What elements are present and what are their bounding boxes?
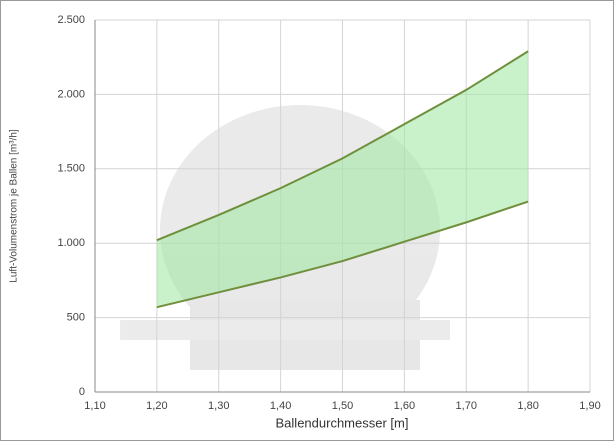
- x-tick-label: 1,40: [270, 400, 291, 412]
- y-axis-label: Luft-Volumenstrom je Ballen [m³/h]: [9, 129, 20, 283]
- x-tick-label: 1,50: [332, 400, 353, 412]
- y-tick-label: 1.500: [57, 163, 85, 175]
- x-tick-label: 1,90: [579, 400, 600, 412]
- series-line: [156, 200, 529, 309]
- series-line: [156, 50, 529, 242]
- x-axis-label: Ballendurchmesser [m]: [276, 415, 409, 430]
- x-tick-label: 1,20: [146, 400, 167, 412]
- x-tick-label: 1,10: [84, 400, 105, 412]
- y-tick-label: 500: [67, 312, 85, 324]
- x-tick-label: 1,30: [208, 400, 229, 412]
- y-tick-label: 2.000: [57, 88, 85, 100]
- x-tick-label: 1,60: [394, 400, 415, 412]
- y-tick-label: 2.500: [57, 14, 85, 26]
- x-tick-label: 1,70: [456, 400, 477, 412]
- y-tick-label: 1.000: [57, 237, 85, 249]
- x-tick-label: 1,80: [517, 400, 538, 412]
- band-area: [156, 51, 529, 308]
- y-tick-label: 0: [79, 386, 85, 398]
